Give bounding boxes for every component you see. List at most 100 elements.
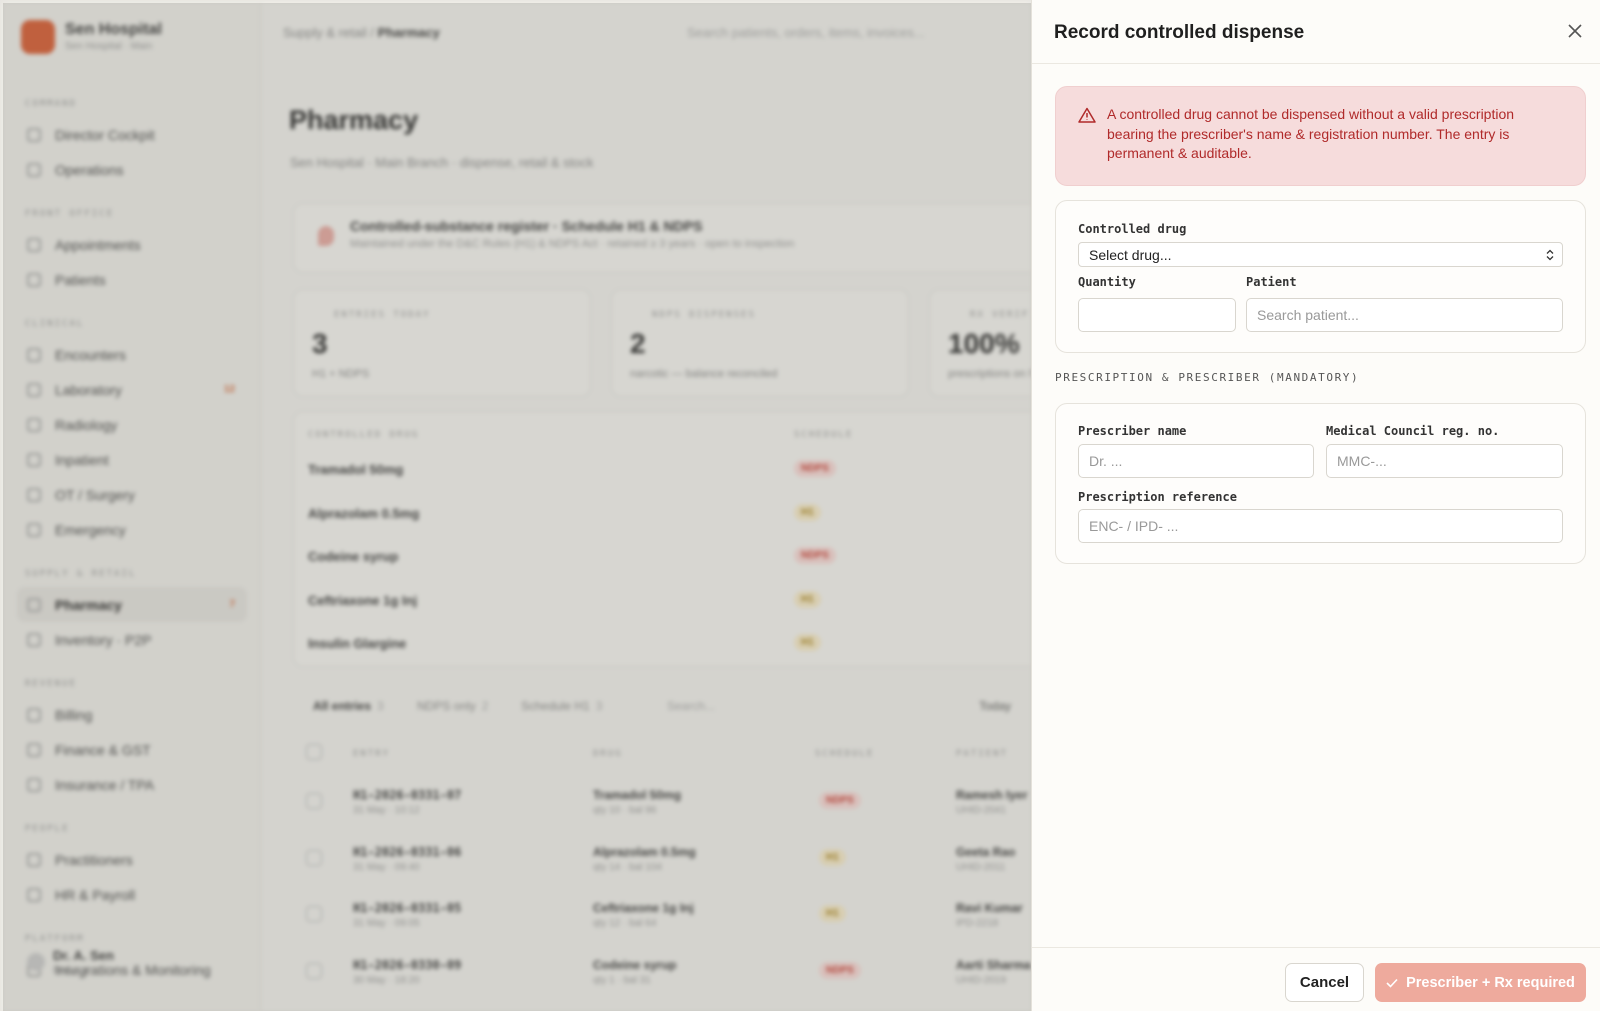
nav-label: Operations — [55, 161, 124, 178]
nav-label: Appointments — [55, 236, 141, 253]
nav-icon — [27, 272, 41, 287]
tab[interactable]: All entries 3 — [313, 699, 384, 713]
brand: Sen Hospital — [65, 21, 162, 38]
entry-id: H1-2026-0331-05 — [353, 901, 462, 915]
nav-section: CLINICAL — [25, 319, 85, 329]
entry-id: H1-2026-0331-06 — [353, 844, 462, 859]
drug-name: Tramadol 50mg — [308, 462, 404, 477]
drawer-title: Record controlled dispense — [1054, 22, 1305, 43]
nav-item[interactable]: Appointments — [17, 227, 247, 262]
nav-item[interactable]: Director Cockpit — [17, 117, 247, 152]
entry-uhid: UHID-2041 — [956, 805, 1007, 816]
rx-input[interactable]: ENC- / IPD- ... — [1078, 509, 1563, 543]
schedule-badge: NDPS — [794, 460, 836, 477]
nav-icon — [27, 632, 41, 647]
entry-time: 30 May · 18:20 — [353, 974, 420, 986]
reg-input[interactable]: MMC-... — [1326, 444, 1563, 478]
select-value: Select drug... — [1089, 246, 1172, 263]
schedule-badge: NDPS — [819, 792, 861, 809]
schedule-badge: H1 — [794, 590, 821, 608]
page-title: Pharmacy — [289, 105, 419, 135]
prescriber-input[interactable]: Dr. ... — [1078, 444, 1314, 478]
patient-input[interactable]: Search patient... — [1246, 298, 1563, 332]
close-button[interactable] — [1568, 24, 1582, 38]
nav-item[interactable]: Inpatient — [17, 442, 247, 477]
brand-sub: Sen Hospital · Main — [65, 41, 153, 52]
row-checkbox[interactable] — [306, 793, 322, 809]
submit-button[interactable]: Prescriber + Rx required — [1375, 963, 1586, 1002]
nav-item[interactable]: Radiology — [17, 407, 247, 442]
nav-label: Inpatient — [55, 451, 109, 468]
nav-item[interactable]: Practitioners — [17, 842, 247, 877]
row-checkbox[interactable] — [306, 849, 322, 866]
nav-item[interactable]: Inventory · P2P — [17, 622, 247, 657]
nav-badge: 7 — [229, 599, 235, 610]
select-arrows — [1546, 249, 1554, 261]
nav-section: PEOPLE — [25, 824, 70, 834]
entry-patient: Ravi Kumar — [956, 901, 1023, 915]
breadcrumb-parent[interactable]: Supply & retail / — [283, 25, 375, 40]
placeholder: Search patient... — [1257, 307, 1359, 323]
breadcrumb: Supply & retail / Pharmacy — [283, 25, 440, 40]
tab-label: NDPS only — [417, 699, 476, 713]
nav-label: Patients — [55, 271, 106, 288]
tab[interactable]: Schedule H1 3 — [521, 699, 602, 713]
row-checkbox[interactable] — [306, 962, 322, 979]
drug-name: Alprazolam 0.5mg — [308, 505, 420, 521]
nav-item[interactable]: Laboratory 12 — [17, 372, 247, 407]
column-header: SCHEDULE — [815, 749, 875, 759]
nav-item[interactable]: Operations — [17, 152, 247, 187]
stat-value: 3 — [312, 328, 328, 359]
nav-item[interactable]: HR & Payroll — [17, 877, 247, 912]
footer-divider — [1032, 947, 1600, 948]
sidebar: Sen Hospital Sen Hospital · Main COMMAND… — [3, 3, 261, 1011]
nav-item[interactable]: Encounters — [17, 337, 247, 372]
entry-qty: qty 10 · bal 96 — [593, 805, 657, 816]
row-checkbox[interactable] — [306, 906, 322, 922]
placeholder: MMC-... — [1337, 453, 1387, 469]
entry-time: 31 May · 10:12 — [353, 805, 420, 816]
user-name[interactable]: Dr. A. Sen — [53, 948, 114, 963]
stat-card: ENTRIES TODAY 3 H1 + NDPS — [293, 289, 591, 397]
column-header: ENTRY — [353, 749, 391, 759]
date-filter[interactable]: Today — [979, 699, 1012, 713]
table-search[interactable]: Search... — [667, 699, 716, 713]
entry-patient: Ramesh Iyer — [956, 788, 1028, 802]
nav-item[interactable]: Emergency — [17, 512, 247, 547]
overlay[interactable] — [3, 3, 1031, 1011]
entry-uhid: UHID-2019 — [956, 974, 1007, 986]
stat-label: ENTRIES TODAY — [334, 310, 431, 320]
nav-item[interactable]: OT / Surgery — [17, 477, 247, 512]
entry-qty: qty 12 · bal 64 — [593, 918, 657, 929]
banner-icon — [318, 226, 334, 246]
tab-count: 3 — [377, 699, 384, 713]
entry-uhid: IPD-2218 — [956, 918, 999, 929]
field-label: Prescription reference — [1078, 490, 1237, 504]
nav-label: Billing — [55, 706, 93, 723]
nav-item[interactable]: Finance & GST — [17, 732, 247, 767]
nav-icon — [27, 162, 41, 177]
checkbox[interactable] — [306, 744, 322, 760]
column-header: DRUG — [593, 749, 623, 759]
drug-name: Insulin Glargine — [308, 636, 407, 651]
nav-item[interactable]: Billing — [17, 697, 247, 732]
tab[interactable]: NDPS only 2 — [417, 699, 488, 713]
global-search[interactable]: Search patients, orders, items, invoices… — [687, 25, 925, 40]
entry-id: H1-2026-0331-07 — [353, 788, 462, 802]
drug-select[interactable]: Select drug... — [1078, 242, 1563, 267]
nav-icon — [27, 742, 41, 757]
nav-icon — [27, 852, 41, 867]
cancel-button[interactable]: Cancel — [1285, 963, 1364, 1002]
stat-note: H1 + NDPS — [312, 368, 370, 380]
nav-item[interactable]: Patients — [17, 262, 247, 297]
nav-label: Radiology — [55, 416, 118, 433]
banner-text: Maintained under the D&C Rules (H1) & ND… — [350, 238, 795, 250]
drawer: Record controlled dispense A controlled … — [1031, 0, 1600, 1011]
quantity-input[interactable] — [1078, 298, 1236, 332]
nav-section: COMMAND — [25, 99, 77, 109]
field-label: Prescriber name — [1078, 424, 1187, 438]
schedule-badge: H1 — [819, 905, 846, 922]
nav-item[interactable]: Pharmacy 7 — [17, 587, 247, 622]
nav-item[interactable]: Insurance / TPA — [17, 767, 247, 802]
